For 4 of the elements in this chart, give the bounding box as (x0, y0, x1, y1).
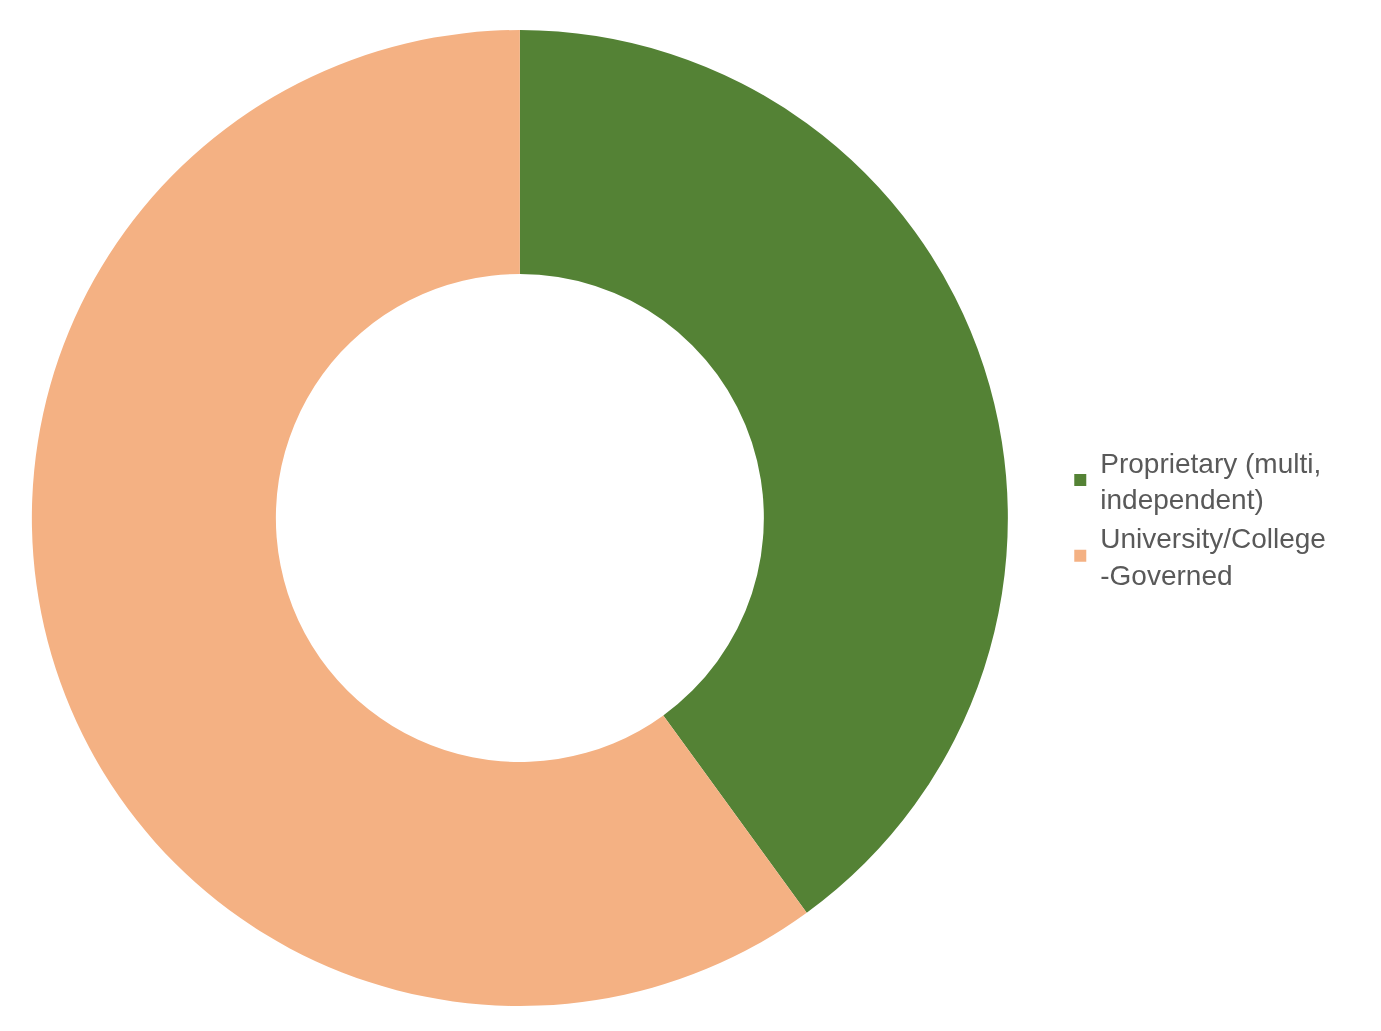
donut-slice (519, 30, 1007, 913)
legend-label: Proprietary (multi, independent) (1100, 447, 1322, 516)
legend-label: University/College-Governed (1100, 523, 1326, 591)
donut-slice (31, 30, 807, 1006)
